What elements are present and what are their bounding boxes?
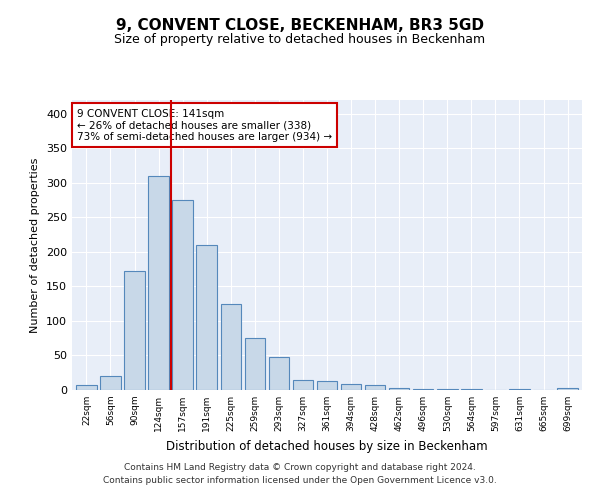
Text: Contains public sector information licensed under the Open Government Licence v3: Contains public sector information licen… xyxy=(103,476,497,485)
Bar xyxy=(221,304,241,390)
Bar xyxy=(293,380,313,390)
Bar xyxy=(341,384,361,390)
Bar xyxy=(509,388,530,390)
Bar xyxy=(172,200,193,390)
Bar xyxy=(365,385,385,390)
Bar xyxy=(76,385,97,390)
Bar xyxy=(196,245,217,390)
Bar xyxy=(245,338,265,390)
Text: 9, CONVENT CLOSE, BECKENHAM, BR3 5GD: 9, CONVENT CLOSE, BECKENHAM, BR3 5GD xyxy=(116,18,484,32)
Text: Size of property relative to detached houses in Beckenham: Size of property relative to detached ho… xyxy=(115,32,485,46)
Bar xyxy=(148,176,169,390)
Bar xyxy=(557,388,578,390)
Bar xyxy=(413,388,433,390)
Y-axis label: Number of detached properties: Number of detached properties xyxy=(31,158,40,332)
Bar xyxy=(269,357,289,390)
Text: 9 CONVENT CLOSE: 141sqm
← 26% of detached houses are smaller (338)
73% of semi-d: 9 CONVENT CLOSE: 141sqm ← 26% of detache… xyxy=(77,108,332,142)
Bar xyxy=(389,388,409,390)
Bar xyxy=(100,376,121,390)
Text: Contains HM Land Registry data © Crown copyright and database right 2024.: Contains HM Land Registry data © Crown c… xyxy=(124,464,476,472)
Bar xyxy=(124,271,145,390)
X-axis label: Distribution of detached houses by size in Beckenham: Distribution of detached houses by size … xyxy=(166,440,488,452)
Bar xyxy=(317,381,337,390)
